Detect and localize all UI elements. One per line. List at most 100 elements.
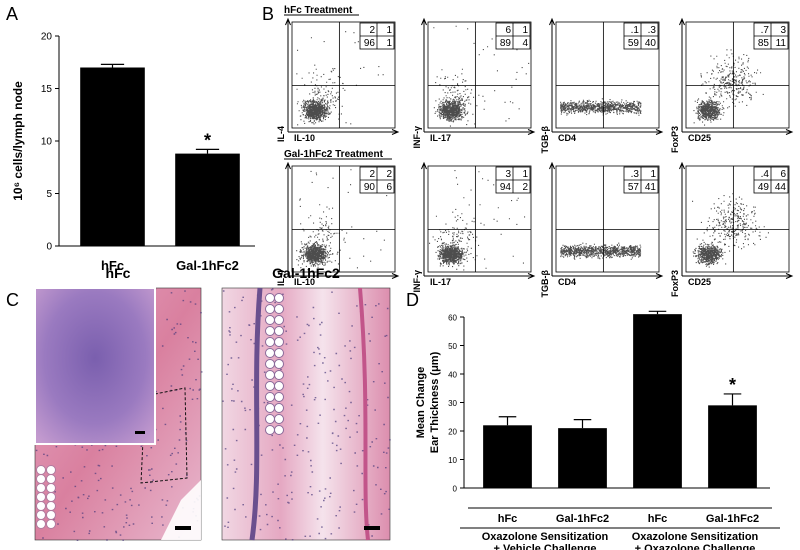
y-tick-label: 0 <box>46 242 52 253</box>
fat-cell <box>46 492 56 502</box>
x-tick-label: hFc <box>101 258 124 273</box>
y-tick-label: 30 <box>448 399 457 408</box>
quadrant-value: 6 <box>780 169 786 180</box>
axis-arrow <box>288 273 400 279</box>
plot-frame <box>555 165 660 273</box>
error-bar <box>723 393 742 406</box>
plot-frame <box>291 165 396 273</box>
scatter-texture <box>560 98 642 116</box>
quadrant-value: 96 <box>364 38 376 49</box>
axis-arrow <box>285 161 291 276</box>
x-axis-label: IL-10 <box>294 133 315 143</box>
plot-frame <box>427 165 532 273</box>
x-axis-label: CD25 <box>688 133 711 143</box>
panel-label: C <box>6 290 19 310</box>
y-axis-label: IL-4 <box>276 126 286 142</box>
epidermis <box>161 480 201 540</box>
fat-cell <box>36 492 46 502</box>
fat-cell <box>36 474 46 484</box>
fat-cell <box>46 465 56 475</box>
quadrant-value: 1 <box>386 25 392 36</box>
y-axis-label: IL-4 <box>276 270 286 286</box>
group-label: + Vehicle Challenge <box>493 543 596 550</box>
scatter-texture <box>429 170 530 271</box>
fat-cell <box>265 392 275 402</box>
scale-bar <box>175 526 191 530</box>
fat-cell <box>274 304 284 314</box>
quadrant-value: 2 <box>386 169 392 180</box>
fat-cell <box>265 425 275 435</box>
fat-cell <box>46 519 56 529</box>
error-bar <box>100 63 125 68</box>
axis-arrow <box>288 129 400 135</box>
quadrant-value: 49 <box>758 182 770 193</box>
quadrant-value: 2 <box>522 182 528 193</box>
fat-cell <box>274 392 284 402</box>
group-label: Oxazolone Sensitization <box>482 531 609 543</box>
quadrant-value: 3 <box>505 169 511 180</box>
x-axis-label: CD4 <box>558 277 576 287</box>
fat-cell <box>265 348 275 358</box>
axis-arrow <box>552 273 664 279</box>
axis-arrow <box>421 161 427 276</box>
quadrant-value: 40 <box>645 38 657 49</box>
flow-plot: TGB-β CD4 .3 1 57 41 <box>540 161 664 298</box>
fat-cell <box>265 326 275 336</box>
y-axis-label: 10⁶ cells/lymph node <box>11 81 25 201</box>
axis-arrow <box>682 273 794 279</box>
bar <box>633 314 682 488</box>
x-tick-label: hFc <box>498 513 518 525</box>
quadrant-value: 11 <box>776 38 787 49</box>
fat-cell <box>36 501 46 511</box>
axis-arrow <box>682 129 794 135</box>
quadrant-value: 1 <box>386 38 392 49</box>
y-tick-label: 15 <box>41 84 53 95</box>
y-tick-label: 60 <box>448 314 457 323</box>
significance-mark: * <box>729 375 736 395</box>
bar <box>175 153 240 246</box>
x-axis-label: IL-17 <box>430 277 451 287</box>
fat-cell <box>274 359 284 369</box>
axis-arrow <box>549 17 555 132</box>
x-axis-label: CD25 <box>688 277 711 287</box>
error-bar <box>573 419 592 429</box>
histology-title: Gal-1hFc2 <box>272 265 340 281</box>
bar <box>80 67 145 246</box>
fat-cell <box>274 370 284 380</box>
bar <box>483 425 532 488</box>
fat-cell <box>265 381 275 391</box>
y-axis-label: TGB-β <box>540 270 550 298</box>
y-tick-label: 40 <box>448 371 457 380</box>
quadrant-value: .4 <box>761 169 770 180</box>
x-axis-label: IL-10 <box>294 277 315 287</box>
quadrant-value: 1 <box>522 169 528 180</box>
quadrant-value: 1 <box>650 169 656 180</box>
fat-cell <box>265 293 275 303</box>
quadrant-value: .1 <box>631 25 640 36</box>
fat-cell <box>265 304 275 314</box>
axis-arrow <box>552 129 664 135</box>
quadrant-value: 3 <box>780 25 786 36</box>
quadrant-value: 6 <box>505 25 511 36</box>
y-axis-label: TGB-β <box>540 126 550 154</box>
flow-plot: IL-4 IL-10 2 1 96 1 <box>276 17 400 143</box>
fat-cell <box>36 483 46 493</box>
axis-arrow <box>679 17 685 132</box>
fat-cell <box>36 510 46 520</box>
y-axis-label: INF-γ <box>412 270 422 293</box>
x-tick-label: Gal-1hFc2 <box>176 258 239 273</box>
fat-cell <box>265 359 275 369</box>
flow-plot: TGB-β CD4 .1 .3 59 40 <box>540 17 664 154</box>
axis-arrow <box>549 161 555 276</box>
quadrant-value: .7 <box>761 25 770 36</box>
quadrant-value: 57 <box>628 182 640 193</box>
y-axis-label: Ear Thickness (μm) <box>429 351 441 453</box>
fat-cell <box>46 474 56 484</box>
fat-cell <box>46 501 56 511</box>
fat-cell <box>274 425 284 435</box>
quadrant-value: 59 <box>628 38 640 49</box>
quadrant-value: .3 <box>648 25 657 36</box>
quadrant-value: 44 <box>775 182 787 193</box>
fat-cell <box>46 483 56 493</box>
